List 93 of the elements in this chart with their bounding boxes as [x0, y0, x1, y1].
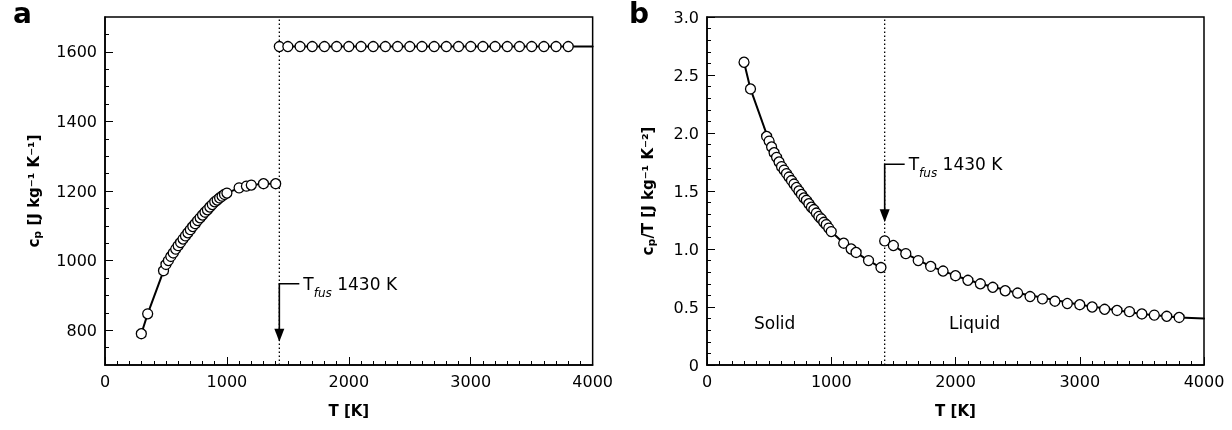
y-tick-label: 1.0 — [673, 239, 699, 259]
point — [440, 40, 452, 53]
point — [887, 239, 900, 252]
y-tick-label: 1600 — [56, 42, 97, 62]
x-axis-title: T [K] — [935, 401, 976, 420]
y-tick-label: 2.0 — [673, 123, 699, 143]
point — [355, 40, 367, 53]
x-axis-title: T [K] — [328, 401, 370, 420]
point — [1161, 310, 1173, 322]
point — [879, 235, 891, 247]
y-tick-label: 1400 — [56, 111, 97, 131]
point — [937, 265, 949, 277]
annotation: T$_{fus}$ 1430 K — [907, 154, 1004, 181]
point — [135, 328, 147, 340]
point — [428, 40, 440, 53]
y-tick-label: 1.5 — [673, 181, 699, 201]
y-tick-label: 1000 — [56, 251, 97, 271]
point — [850, 246, 862, 259]
point — [391, 40, 404, 53]
point — [1049, 295, 1061, 307]
x-tick-label: 1000 — [206, 371, 248, 391]
point — [343, 40, 355, 53]
point — [1011, 287, 1024, 299]
y-tick-label: 0 — [688, 355, 699, 375]
x-tick-label: 0 — [99, 371, 111, 391]
point — [1148, 309, 1160, 321]
x-tick-label: 1000 — [810, 371, 852, 391]
point — [526, 40, 538, 53]
point — [744, 83, 757, 95]
point — [489, 40, 501, 53]
point — [862, 254, 875, 267]
y-tick-label: 1200 — [56, 181, 97, 201]
point — [987, 281, 999, 293]
point — [1173, 311, 1185, 324]
x-tick-label: 0 — [701, 371, 713, 391]
y-tick-label: 0.5 — [673, 297, 699, 317]
point — [538, 40, 550, 53]
point — [416, 40, 428, 53]
y-tick-label: 800 — [66, 320, 97, 340]
point — [513, 40, 526, 53]
point — [404, 40, 416, 53]
point — [1036, 293, 1049, 305]
point — [949, 270, 962, 282]
point — [367, 40, 379, 53]
point — [257, 178, 270, 190]
chart-title: b — [629, 0, 650, 30]
point — [1061, 297, 1073, 310]
annotation: Solid — [753, 313, 796, 334]
point — [379, 40, 392, 53]
point — [1098, 303, 1111, 315]
point — [1024, 290, 1036, 303]
point — [282, 40, 294, 53]
point — [245, 179, 257, 191]
annotation: Liquid — [949, 313, 1001, 334]
point — [550, 40, 562, 53]
point — [1074, 299, 1086, 311]
point — [1086, 301, 1098, 313]
y-axis-title: cp/T [J kg⁻¹ K⁻²] — [638, 126, 658, 256]
point — [738, 56, 750, 68]
point — [974, 278, 986, 290]
x-tick-label: 3000 — [450, 371, 492, 391]
point — [270, 178, 282, 190]
point — [330, 40, 343, 53]
point — [838, 237, 850, 249]
y-tick-label: 2.5 — [673, 65, 699, 85]
point — [306, 40, 318, 53]
point — [900, 247, 912, 260]
x-tick-label: 2000 — [328, 371, 370, 391]
point — [562, 40, 574, 53]
point — [318, 40, 331, 53]
y-axis-title: cp [J kg⁻¹ K⁻¹] — [24, 134, 44, 248]
x-tick-label: 3000 — [1059, 371, 1101, 391]
point — [999, 285, 1011, 297]
point — [912, 254, 924, 267]
point — [962, 274, 974, 286]
point — [452, 40, 465, 53]
x-tick-label: 4000 — [572, 371, 613, 391]
x-tick-label: 2000 — [935, 371, 976, 391]
point — [501, 40, 513, 53]
y-tick-label: 3.0 — [673, 7, 699, 27]
point — [142, 308, 154, 320]
chart-title: a — [13, 0, 32, 30]
point — [477, 40, 489, 53]
x-tick-label: 4000 — [1183, 371, 1225, 391]
annotation: T$_{fus}$ 1430 K — [302, 273, 398, 300]
point — [825, 225, 837, 238]
point — [294, 40, 306, 53]
point — [1123, 305, 1136, 318]
point — [925, 260, 937, 273]
point — [465, 40, 477, 53]
point — [1111, 304, 1123, 317]
point — [1136, 308, 1148, 320]
point — [875, 261, 887, 274]
